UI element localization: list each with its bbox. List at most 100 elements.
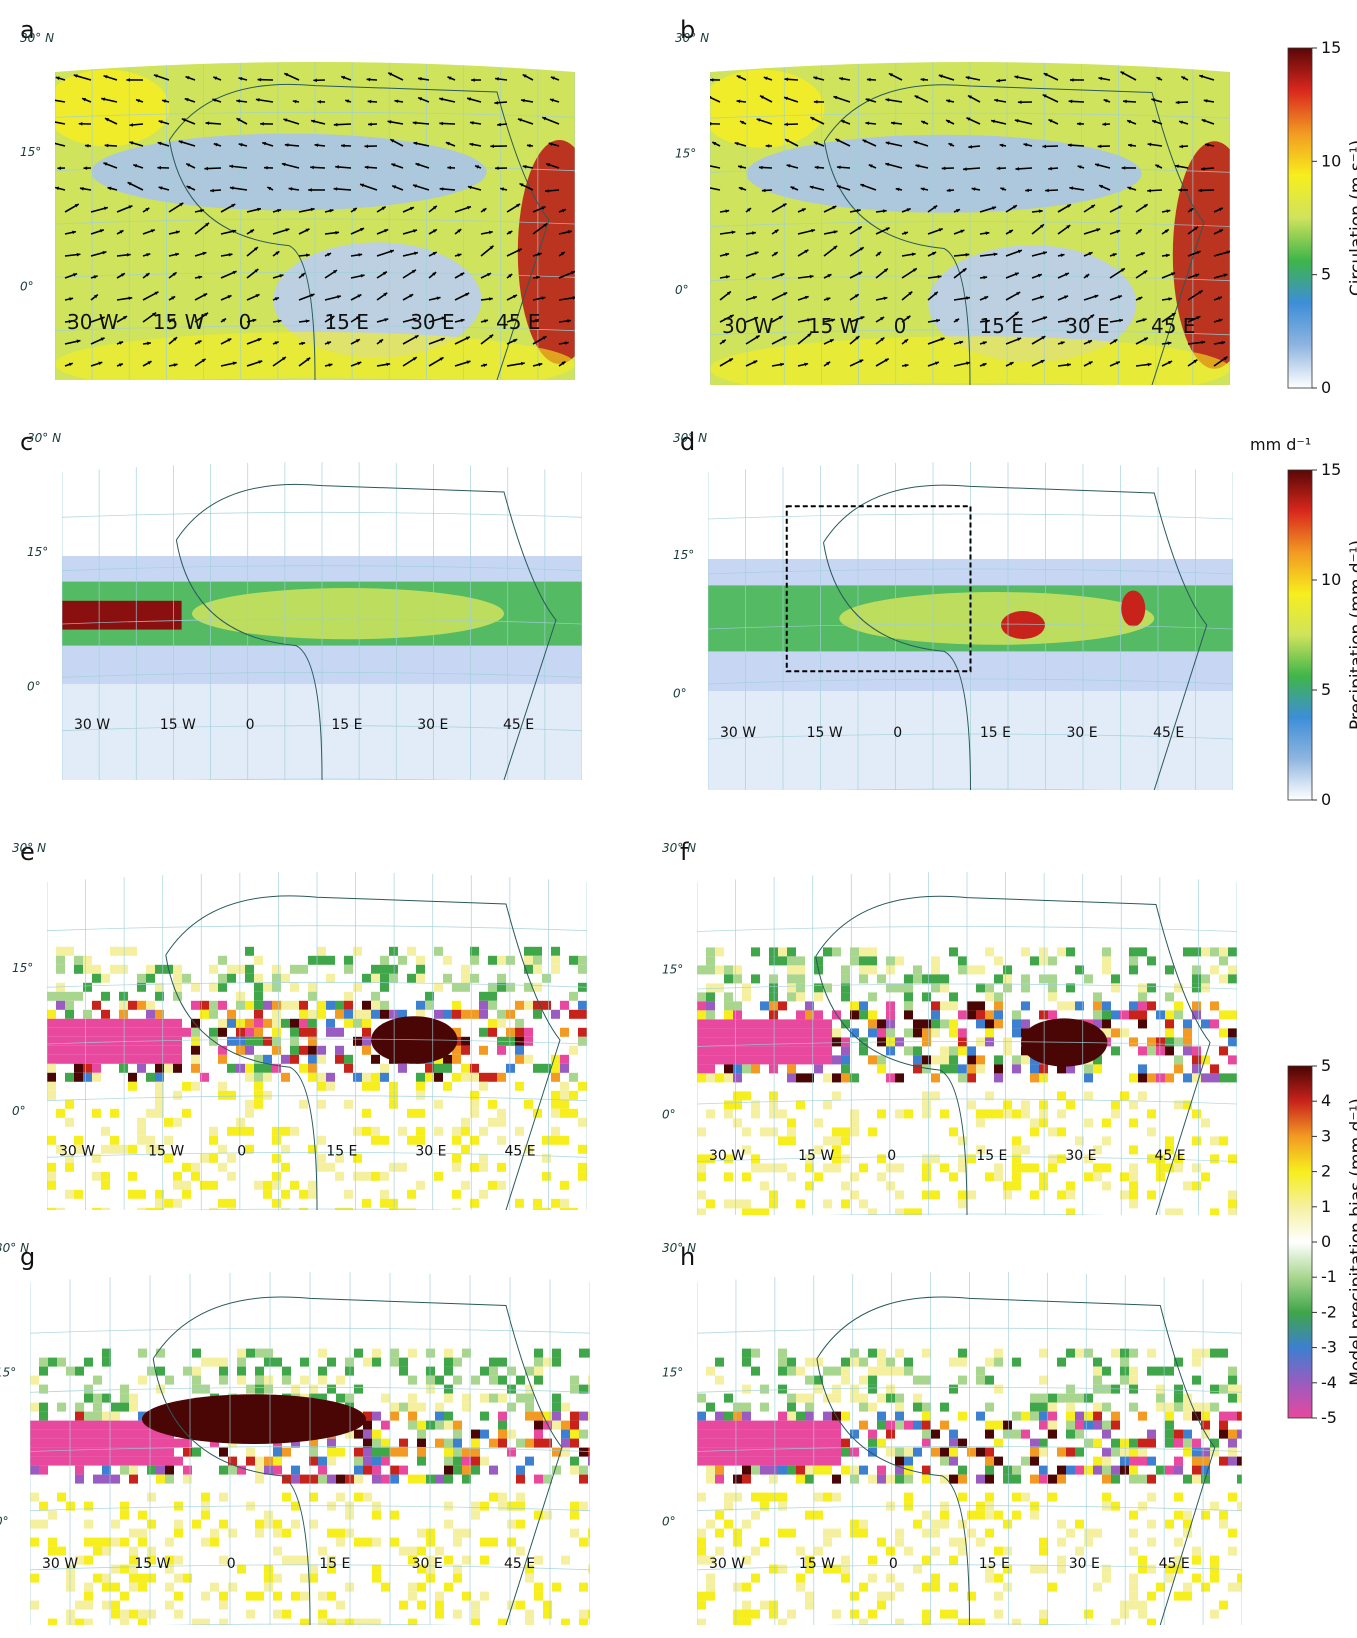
bias-cell bbox=[976, 1010, 985, 1019]
bias-cell bbox=[931, 1430, 940, 1439]
bias-cell bbox=[733, 1457, 742, 1466]
bias-cell bbox=[823, 1046, 832, 1055]
bias-cell bbox=[742, 1412, 751, 1421]
bias-cell bbox=[895, 1109, 904, 1118]
bias-cell bbox=[1219, 1028, 1228, 1037]
bias-cell bbox=[769, 1475, 778, 1484]
bias-cell bbox=[47, 1037, 56, 1046]
bias-cell bbox=[1129, 956, 1138, 965]
bias-cell bbox=[1048, 974, 1057, 983]
bias-cell bbox=[408, 1349, 417, 1358]
bias-cell bbox=[1003, 1190, 1012, 1199]
bias-cell bbox=[1093, 1172, 1102, 1181]
bias-cell bbox=[859, 965, 868, 974]
bias-cell bbox=[479, 1028, 488, 1037]
bias-cell bbox=[895, 1421, 904, 1430]
bias-cell bbox=[1129, 1475, 1138, 1484]
bias-cell bbox=[751, 1028, 760, 1037]
bias-cell bbox=[570, 1529, 579, 1538]
bias-cell bbox=[895, 1073, 904, 1082]
lon-label: 45 E bbox=[504, 1556, 535, 1572]
bias-cell bbox=[128, 1001, 137, 1010]
bias-cell bbox=[1138, 1601, 1147, 1610]
bias-cell bbox=[236, 965, 245, 974]
bias-cell bbox=[290, 1001, 299, 1010]
bias-cell bbox=[796, 1073, 805, 1082]
bias-cell bbox=[227, 1172, 236, 1181]
bias-cell bbox=[66, 1610, 75, 1619]
bias-cell bbox=[985, 1421, 994, 1430]
bias-cell bbox=[128, 1028, 137, 1037]
bias-cell bbox=[84, 1457, 93, 1466]
bias-cell bbox=[111, 1583, 120, 1592]
bias-cell bbox=[47, 1163, 56, 1172]
bias-cell bbox=[697, 1055, 706, 1064]
bias-cell bbox=[183, 1475, 192, 1484]
bias-cell bbox=[733, 1619, 742, 1628]
bias-cell bbox=[1030, 1475, 1039, 1484]
bias-cell bbox=[363, 1457, 372, 1466]
bias-cell bbox=[1192, 1358, 1201, 1367]
bias-cell bbox=[111, 1403, 120, 1412]
bias-cell bbox=[515, 1055, 524, 1064]
bias-cell bbox=[399, 1448, 408, 1457]
bias-cell bbox=[93, 1430, 102, 1439]
bias-cell bbox=[489, 1367, 498, 1376]
colorbar-ramp bbox=[1288, 470, 1312, 800]
bias-cell bbox=[958, 1028, 967, 1037]
colorbar-circulation: 151050Circulation (m s⁻¹) bbox=[1288, 38, 1357, 397]
bias-cell bbox=[1120, 1610, 1129, 1619]
bias-cell bbox=[201, 1538, 210, 1547]
bias-cell bbox=[814, 992, 823, 1001]
bias-cell bbox=[1129, 1511, 1138, 1520]
bias-cell bbox=[75, 1430, 84, 1439]
bias-cell bbox=[823, 1457, 832, 1466]
bias-cell bbox=[65, 1037, 74, 1046]
bias-cell bbox=[967, 1100, 976, 1109]
bias-cell bbox=[443, 1010, 452, 1019]
bias-cell bbox=[47, 1091, 56, 1100]
bias-cell bbox=[742, 1601, 751, 1610]
bias-cell bbox=[534, 1439, 543, 1448]
bias-cell bbox=[308, 1010, 317, 1019]
bias-cell bbox=[769, 1457, 778, 1466]
bias-cell bbox=[552, 1394, 561, 1403]
bias-cell bbox=[336, 1448, 345, 1457]
bias-cell bbox=[479, 1010, 488, 1019]
lat-label: 30° N bbox=[673, 431, 707, 445]
bias-cell bbox=[985, 1448, 994, 1457]
bias-cell bbox=[408, 1421, 417, 1430]
bias-cell bbox=[715, 1421, 724, 1430]
bias-cell bbox=[1012, 1154, 1021, 1163]
bias-cell bbox=[516, 1502, 525, 1511]
bias-cell bbox=[1039, 1610, 1048, 1619]
bias-cell bbox=[895, 1208, 904, 1217]
bias-cell bbox=[1129, 965, 1138, 974]
bias-cell bbox=[778, 1457, 787, 1466]
bias-cell bbox=[778, 1430, 787, 1439]
bias-cell bbox=[985, 992, 994, 1001]
bias-cell bbox=[227, 1154, 236, 1163]
bias-cell bbox=[958, 1199, 967, 1208]
bias-cell bbox=[146, 1001, 155, 1010]
bias-cell bbox=[949, 947, 958, 956]
bias-cell bbox=[1084, 1118, 1093, 1127]
bias-cell bbox=[1183, 1181, 1192, 1190]
bias-cell bbox=[742, 1475, 751, 1484]
bias-cell bbox=[976, 1019, 985, 1028]
bias-cell bbox=[461, 965, 470, 974]
bias-cell bbox=[697, 1127, 706, 1136]
bias-cell bbox=[787, 1421, 796, 1430]
bias-cell bbox=[480, 1430, 489, 1439]
bias-cell bbox=[1066, 1421, 1075, 1430]
bias-cell bbox=[1093, 1529, 1102, 1538]
bias-cell bbox=[787, 974, 796, 983]
bias-cell bbox=[742, 1055, 751, 1064]
bias-cell bbox=[1012, 1511, 1021, 1520]
bias-cell bbox=[742, 1619, 751, 1628]
bias-cell bbox=[290, 1181, 299, 1190]
bias-cell bbox=[245, 1046, 254, 1055]
bias-cell bbox=[1138, 1556, 1147, 1565]
bias-cell bbox=[479, 1190, 488, 1199]
bias-cell bbox=[1030, 1127, 1039, 1136]
